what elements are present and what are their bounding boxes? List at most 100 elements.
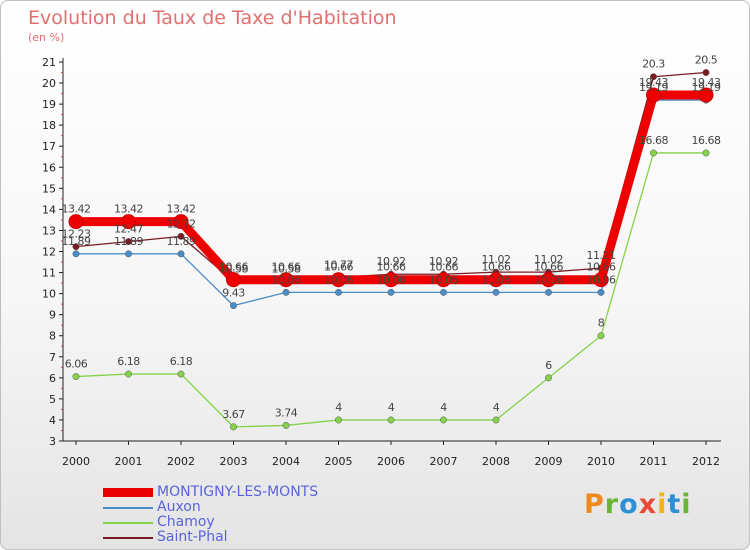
y-tick-label: 16 [42,161,56,174]
data-label: 10.06 [272,273,301,286]
y-tick-label: 20 [42,77,56,90]
data-label: 6.06 [65,358,88,371]
data-point [436,272,451,288]
data-label: 4 [440,401,447,414]
chart-title: Evolution du Taux de Taxe d'Habitation [28,7,397,29]
data-point [230,302,237,310]
data-label: 13.42 [62,203,91,216]
x-tick-label: 2012 [692,455,720,468]
logo-letter: P [584,489,605,520]
data-point [597,332,605,340]
data-label: 9.43 [222,287,245,300]
data-point [488,272,504,288]
y-tick-label: 13 [42,224,56,237]
data-label: 10.06 [482,273,511,286]
data-point [492,288,500,296]
legend-label: Auxon [157,499,201,515]
data-point [650,73,657,81]
data-label: 10.58 [219,262,248,275]
x-tick-label: 2008 [482,455,510,468]
data-point [177,232,185,240]
y-tick-label: 19 [42,98,56,111]
x-tick-label: 2007 [430,455,458,468]
data-point [282,288,290,296]
y-tick-label: 5 [49,393,56,406]
data-point [282,421,290,429]
data-label: 10.58 [272,262,301,275]
data-point [68,214,84,230]
data-point [440,416,447,424]
y-tick-label: 4 [49,414,56,427]
data-label: 8 [598,317,605,330]
x-tick-label: 2011 [640,455,668,468]
data-point [230,423,237,431]
logo-letter: x [638,489,658,520]
data-point [650,149,657,157]
data-label: 11.89 [62,235,91,248]
logo-letter: r [604,489,620,520]
x-tick-label: 2006 [377,455,405,468]
data-point [72,250,80,258]
data-label: 13.42 [114,203,143,216]
legend-label: Saint-Phal [157,529,228,545]
data-label: 10.06 [377,273,406,286]
x-tick-label: 2010 [587,455,615,468]
data-point [593,272,609,288]
data-label: 19.19 [639,81,668,94]
data-point [545,374,552,382]
y-tick-label: 3 [49,435,56,448]
x-tick-label: 2009 [535,455,563,468]
y-tick-label: 10 [42,288,56,301]
data-label: 10.66 [429,261,458,274]
x-tick-label: 2002 [167,455,195,468]
data-point [387,416,395,424]
x-tick-label: 2005 [325,455,353,468]
data-point [125,250,132,258]
data-label: 19.43 [692,76,721,89]
data-point [702,149,710,157]
y-tick-label: 18 [42,119,56,132]
data-label: 16.68 [639,134,668,147]
y-tick-label: 11 [42,267,56,280]
data-point [72,243,80,251]
data-point [125,370,132,378]
data-label: 3.74 [275,406,298,419]
data-point [177,250,185,258]
y-tick-label: 14 [42,203,56,216]
x-tick-label: 2003 [220,455,248,468]
data-label: 11.02 [534,253,563,266]
data-label: 10.66 [482,261,511,274]
logo-letter: i [657,489,668,520]
data-label: 3.67 [222,408,245,421]
data-label: 12.72 [167,217,196,230]
y-tick-label: 7 [49,351,56,364]
x-tick-label: 2001 [115,455,143,468]
y-tick-label: 8 [49,330,56,343]
data-label: 19.19 [692,81,721,94]
data-label: 11.21 [587,249,616,262]
data-label: 10.66 [272,261,301,274]
data-label: 10.66 [324,261,353,274]
data-label: 11.02 [482,253,511,266]
data-label: 16.68 [692,134,721,147]
data-label: 10.66 [377,261,406,274]
legend-swatch [103,488,153,497]
data-point [387,288,395,296]
y-tick-label: 9 [49,309,56,322]
logo-letter: o [619,489,639,520]
data-point [698,87,714,103]
data-label: 10.66 [587,261,616,274]
data-label: 4 [388,401,395,414]
data-label: 12.47 [114,223,143,236]
data-point [597,288,605,296]
data-point [702,69,710,76]
proxiti-logo: Proxiti [584,489,692,520]
data-label: 10.92 [429,255,458,268]
data-label: 10.06 [429,273,458,286]
legend-swatch [103,522,153,524]
data-label: 10.06 [534,273,563,286]
data-point [545,288,552,296]
data-label: 19.43 [639,76,668,89]
y-tick-label: 15 [42,182,56,195]
